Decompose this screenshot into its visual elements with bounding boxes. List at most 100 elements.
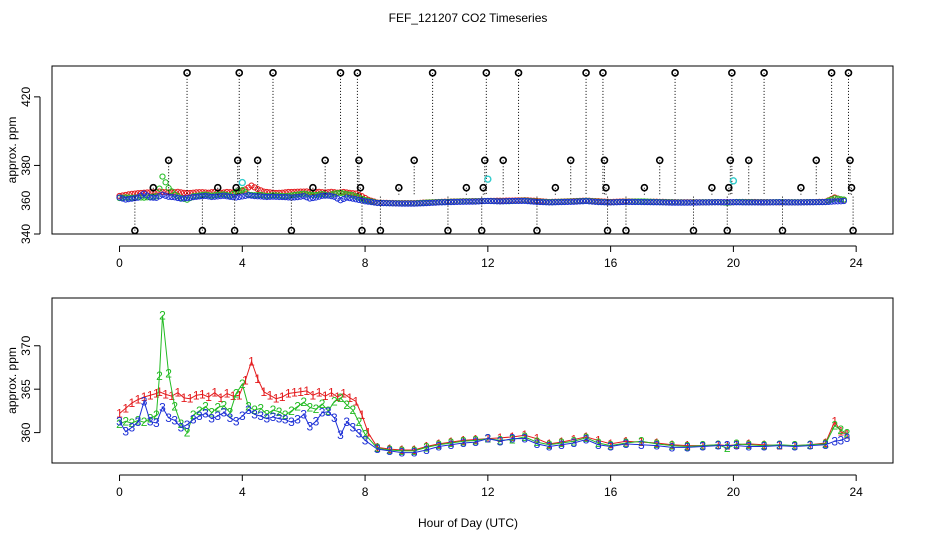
series-marker-1: 1: [399, 443, 406, 457]
series-marker-2: 2: [178, 417, 185, 431]
series-marker-2: 2: [570, 434, 577, 448]
top-sample-marker: [144, 194, 151, 201]
outlier-point: [353, 69, 362, 77]
plot-frame-bottom: [51, 297, 894, 464]
series-marker-2: 2: [337, 391, 344, 405]
series-marker-1: 1: [374, 440, 381, 454]
series-marker-1: 1: [386, 442, 393, 456]
outlier-point: [847, 183, 856, 192]
top-sample-marker: [573, 198, 580, 205]
series-marker-2: 2: [116, 417, 123, 431]
series-line-2: [119, 315, 848, 452]
outlier-point: [477, 226, 486, 235]
top-sample-marker: [223, 193, 231, 200]
top-sample-marker: [807, 199, 814, 206]
outlier-point: [269, 69, 277, 77]
top-sample-marker: [632, 198, 639, 206]
series-marker-3: 3: [776, 439, 783, 453]
series-marker-3: 3: [607, 440, 614, 454]
top-sample-marker: [490, 198, 498, 205]
outlier-point: [235, 69, 244, 77]
top-sample-marker: [668, 199, 676, 206]
x-tick-label-bottom-4: 4: [239, 485, 246, 499]
top-sample-marker: [435, 199, 442, 206]
x-tick-label-top-12: 12: [481, 256, 495, 270]
top-sample-marker: [822, 199, 829, 206]
series-marker-1: 1: [733, 438, 740, 452]
top-sample-marker: [134, 194, 142, 201]
top-sample-marker: [257, 193, 264, 200]
top-sample-marker: [137, 189, 145, 197]
top-sample-marker: [533, 198, 541, 206]
top-sample-marker: [177, 195, 185, 202]
top-sample-marker: [745, 199, 752, 206]
series-marker-1: 1: [509, 430, 516, 444]
series-marker-1: 1: [141, 390, 148, 404]
top-sample-marker: [564, 198, 571, 206]
top-sample-marker: [358, 193, 366, 200]
top-sample-marker: [739, 199, 746, 206]
top-sample-marker: [472, 198, 479, 205]
series-marker-1: 1: [761, 438, 768, 452]
top-sample-marker: [420, 200, 427, 207]
top-sample-marker: [616, 199, 623, 206]
series-marker-1: 1: [472, 433, 479, 447]
series-marker-1: 1: [174, 386, 181, 400]
top-sample-marker: [506, 197, 513, 205]
top-sample-marker: [764, 199, 771, 206]
top-sample-marker: [343, 191, 350, 198]
series-marker-1: 1: [653, 436, 660, 450]
outlier-point: [603, 226, 612, 235]
top-sample-marker: [819, 199, 826, 206]
series-marker-1: 1: [273, 392, 280, 406]
top-sample-marker: [183, 195, 191, 202]
series-marker-3: 3: [294, 413, 301, 427]
series-marker-3: 3: [386, 444, 393, 458]
series-marker-1: 1: [837, 425, 844, 439]
series-marker-3: 3: [159, 400, 166, 414]
series-marker-3: 3: [497, 434, 504, 448]
top-sample-marker: [782, 199, 789, 206]
series-marker-2: 2: [460, 434, 467, 448]
top-sample-marker: [159, 191, 166, 198]
series-marker-2: 2: [776, 438, 783, 452]
top-sample-marker: [417, 200, 424, 207]
top-sample-marker: [539, 199, 547, 206]
series-marker-2: 2: [184, 426, 191, 440]
series-marker-3: 3: [270, 410, 277, 424]
top-sample-marker: [478, 198, 485, 205]
top-sample-marker: [328, 193, 335, 200]
top-sample-marker: [791, 199, 798, 206]
series-marker-2: 2: [190, 408, 197, 422]
top-sample-marker: [509, 197, 516, 205]
series-marker-1: 1: [310, 388, 317, 402]
top-sample-marker: [625, 198, 633, 206]
top-sample-marker: [156, 193, 163, 200]
top-sample-marker: [702, 199, 709, 206]
outlier-point: [533, 226, 541, 235]
series-marker-2: 2: [448, 436, 455, 450]
series-marker-3: 3: [245, 403, 252, 417]
top-sample-marker: [128, 195, 135, 202]
x-tick-label-top-4: 4: [239, 256, 246, 270]
top-sample-marker: [137, 194, 145, 201]
top-sample-marker: [813, 199, 820, 206]
series-marker-3: 3: [202, 407, 209, 421]
top-sample-marker: [546, 199, 553, 206]
series-marker-1: 1: [353, 394, 360, 408]
top-sample-marker: [263, 193, 270, 201]
series-marker-1: 1: [558, 435, 565, 449]
top-sample-marker: [193, 189, 200, 196]
top-sample-marker: [622, 198, 630, 206]
top-sample-marker: [586, 198, 593, 205]
top-sample-marker: [331, 193, 338, 200]
top-sample-marker: [561, 198, 568, 206]
series-marker-3: 3: [715, 439, 722, 453]
series-marker-3: 3: [485, 432, 492, 446]
top-sample-marker: [662, 199, 669, 206]
y-axis-label-bottom: approx. ppm: [5, 347, 19, 414]
top-sample-marker: [217, 193, 224, 200]
x-tick-label-top-20: 20: [727, 256, 741, 270]
top-sample-marker: [248, 182, 255, 189]
